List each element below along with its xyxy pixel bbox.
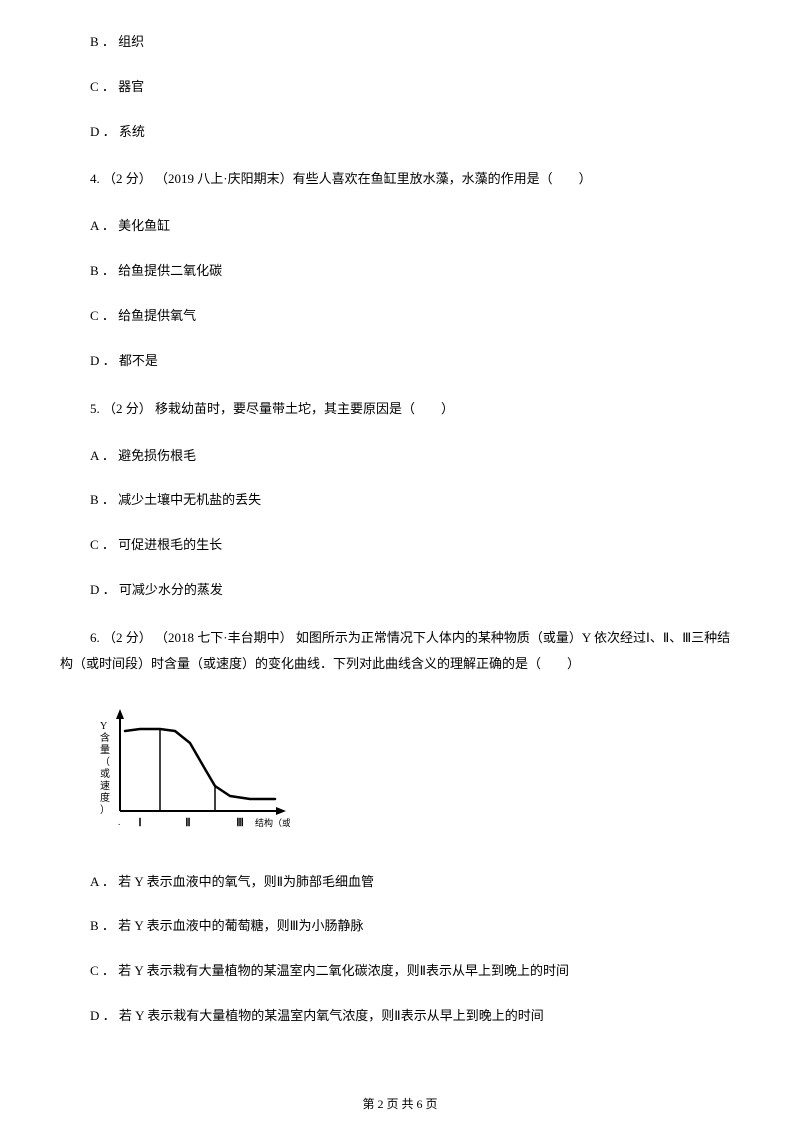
option-c-top: C ． 器官 [90,77,740,98]
q4-option-c: C ． 给鱼提供氧气 [90,306,740,327]
q5-option-d: D ． 可减少水分的蒸发 [90,580,740,601]
option-d-top: D ． 系统 [90,122,740,143]
q6-option-d: D ． 若 Y 表示栽有大量植物的某温室内氧气浓度，则Ⅱ表示从早上到晚上的时间 [90,1006,740,1027]
question-6-stem: 6. （2 分） （2018 七下·丰台期中） 如图所示为正常情况下人体内的某种… [60,625,740,677]
q5-option-b: B ． 减少土壤中无机盐的丢失 [90,490,740,511]
q6-chart: Y含量（或速度） Ⅰ Ⅱ Ⅲ 结构（或时间段）. [90,701,740,848]
svg-text:含: 含 [100,731,110,744]
q4-option-b: B ． 给鱼提供二氧化碳 [90,261,740,282]
svg-text:（: （ [100,756,110,768]
svg-text:度: 度 [100,791,110,804]
curve-chart-svg: Y含量（或速度） Ⅰ Ⅱ Ⅲ 结构（或时间段）. [90,701,290,841]
svg-text:）: ） [100,804,110,816]
q4-option-d: D ． 都不是 [90,351,740,372]
svg-text:Y: Y [100,721,107,732]
page-footer: 第 2 页 共 6 页 [0,1095,800,1114]
svg-text:Ⅱ: Ⅱ [185,817,190,829]
svg-text:结构（或时间段）: 结构（或时间段） [255,817,290,828]
svg-text:量: 量 [100,744,110,756]
question-5-stem: 5. （2 分） 移栽幼苗时，要尽量带土坨，其主要原因是（ ） [90,396,740,422]
svg-text:Ⅰ: Ⅰ [138,817,141,829]
svg-text:或: 或 [100,768,110,780]
q4-option-a: A ． 美化鱼缸 [90,216,740,237]
svg-text:.: . [118,817,120,827]
question-4-stem: 4. （2 分） （2019 八上·庆阳期末）有些人喜欢在鱼缸里放水藻，水藻的作… [90,166,740,192]
q5-option-c: C ． 可促进根毛的生长 [90,535,740,556]
svg-text:Ⅲ: Ⅲ [236,817,244,829]
q5-option-a: A ． 避免损伤根毛 [90,446,740,467]
svg-text:速: 速 [100,780,110,792]
q6-option-c: C ． 若 Y 表示栽有大量植物的某温室内二氧化碳浓度，则Ⅱ表示从早上到晚上的时… [90,961,740,982]
option-b-top: B ． 组织 [90,32,740,53]
q6-option-a: A ． 若 Y 表示血液中的氧气，则Ⅱ为肺部毛细血管 [90,872,740,893]
q6-option-b: B ． 若 Y 表示血液中的葡萄糖，则Ⅲ为小肠静脉 [90,916,740,937]
